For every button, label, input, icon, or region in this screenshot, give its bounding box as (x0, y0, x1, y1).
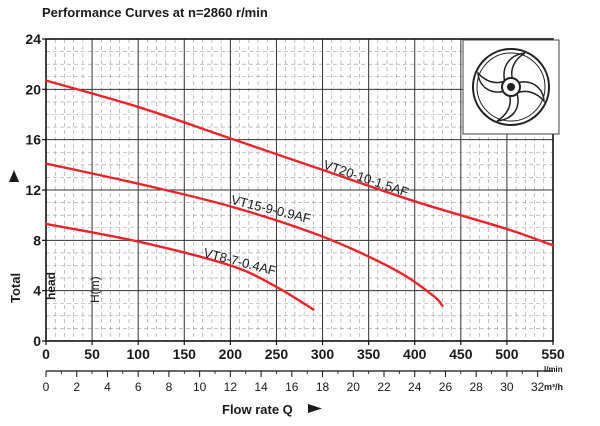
x2-tick-label: 2 (73, 380, 80, 394)
xlabel: Flow rate Q (222, 402, 293, 417)
y-tick-label: 0 (33, 333, 41, 349)
ylabel-total: Total (8, 273, 23, 303)
x2-tick-label: 0 (43, 380, 50, 394)
x-tick-label: 250 (265, 346, 289, 362)
y-tick-label: 24 (25, 31, 41, 47)
x-tick-label: 400 (403, 346, 427, 362)
x2-tick-label: 6 (135, 380, 142, 394)
x2-tick-label: 8 (166, 380, 173, 394)
x-unit-m3h: m³/h (544, 382, 563, 392)
y-tick-label: 12 (25, 182, 41, 198)
series-line-1 (44, 162, 444, 307)
x2-tick-label: 32 (531, 380, 545, 394)
x-tick-label: 50 (84, 346, 100, 362)
x2-tick-label: 24 (408, 380, 422, 394)
x-tick-label: 200 (219, 346, 243, 362)
x2-tick-label: 14 (254, 380, 268, 394)
x2-tick-label: 4 (104, 380, 111, 394)
ylabel-unit: H(m) (88, 276, 102, 303)
axis-labels: Total head H(m) Flow rate Q l/min m³/h (8, 170, 563, 417)
x2-tick-label: 26 (439, 380, 453, 394)
x-tick-label: 100 (127, 346, 151, 362)
x-tick-label: 300 (311, 346, 335, 362)
x-tick-label: 0 (42, 346, 50, 362)
x-arrow-icon (308, 404, 322, 413)
impeller-icon (462, 39, 560, 135)
chart-title: Performance Curves at n=2860 r/min (42, 5, 268, 20)
x2-tick-label: 20 (347, 380, 361, 394)
x-tick-label: 350 (357, 346, 381, 362)
series-line-2 (44, 222, 315, 311)
y-tick-label: 20 (25, 81, 41, 97)
y-tick-label: 8 (33, 232, 41, 248)
x2-tick-label: 12 (224, 380, 238, 394)
y-arrow-icon (9, 170, 19, 182)
x2-tick-label: 10 (193, 380, 207, 394)
y-tick-label: 16 (25, 132, 41, 148)
x-tick-label: 450 (449, 346, 473, 362)
x-tick-label: 500 (495, 346, 519, 362)
y-tick-label: 4 (33, 283, 41, 299)
series-line-0 (44, 79, 555, 247)
x-tick-label: 550 (541, 346, 565, 362)
x2-tick-label: 28 (470, 380, 484, 394)
x2-tick-label: 22 (377, 380, 391, 394)
x2-tick-label: 18 (316, 380, 330, 394)
ylabel-head: head (44, 272, 58, 300)
x-tick-label: 150 (173, 346, 197, 362)
x-unit-lpm: l/min (544, 365, 563, 374)
x2-tick-label: 16 (285, 380, 299, 394)
x2-tick-label: 30 (500, 380, 514, 394)
